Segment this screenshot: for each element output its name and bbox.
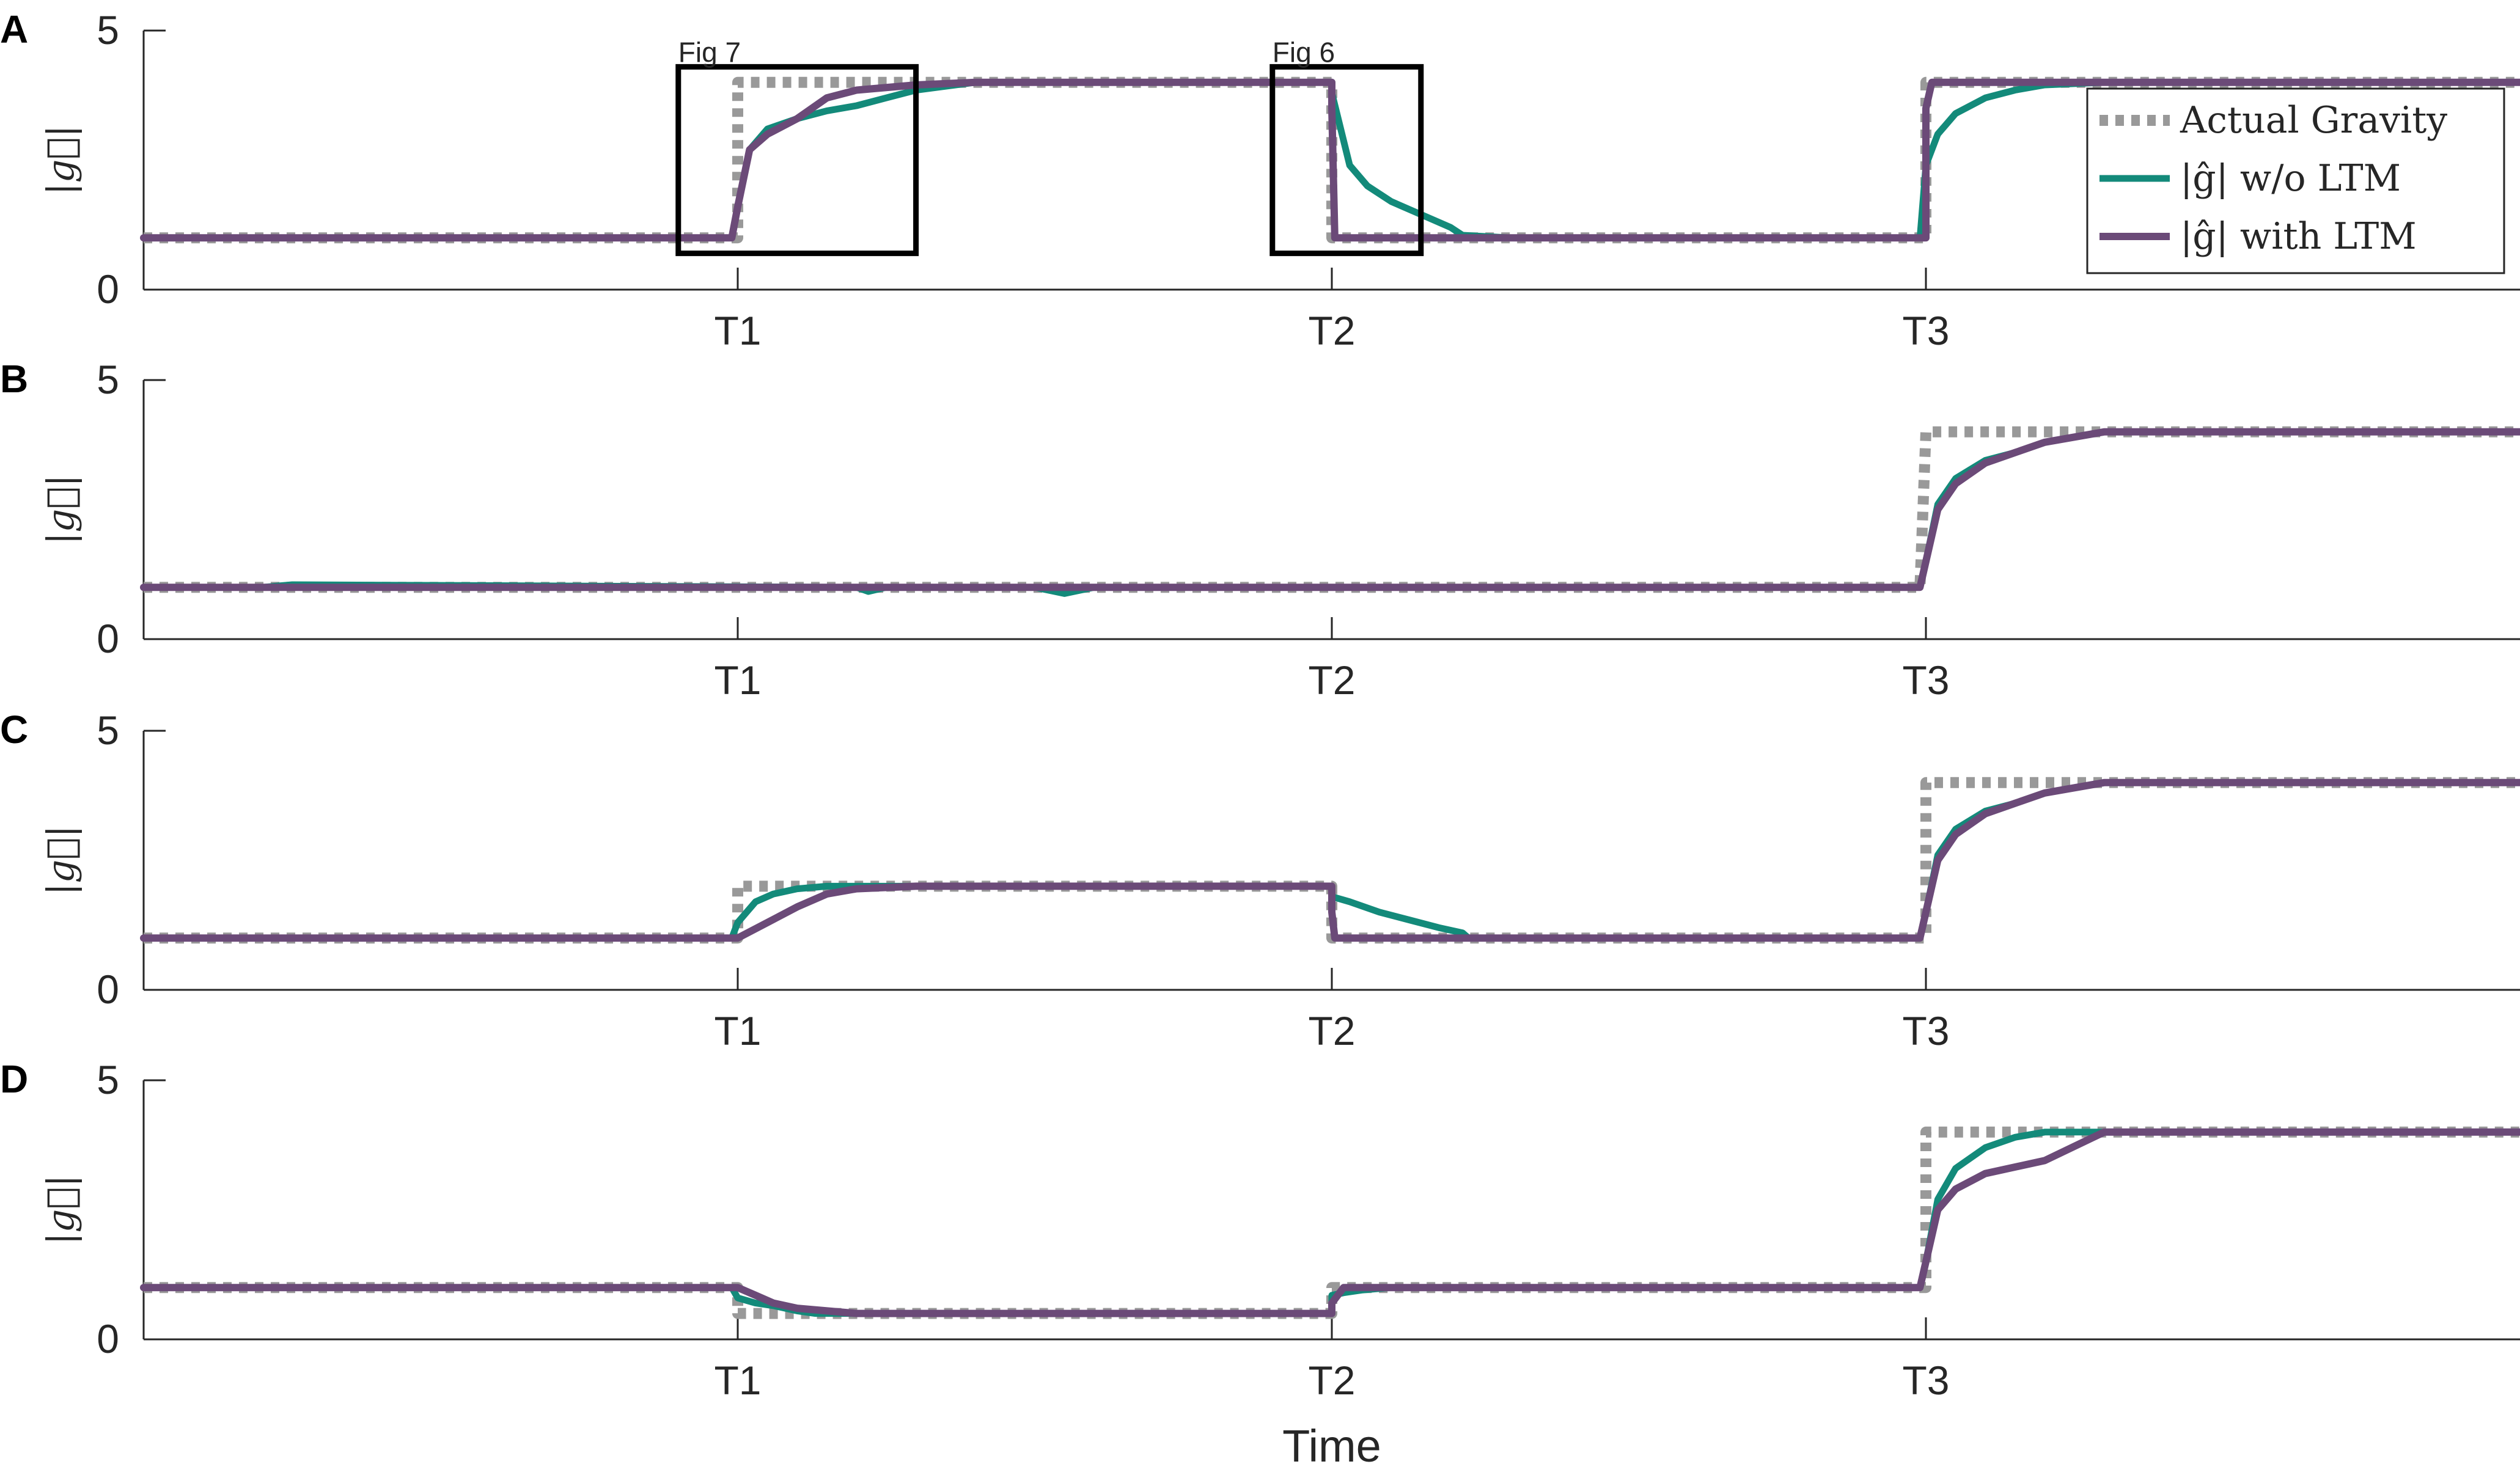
x-tick-label: T3	[1902, 1358, 1949, 1403]
annotation-box	[1269, 64, 1424, 257]
annotation-box	[675, 64, 919, 257]
y-tick-label: 0	[97, 967, 119, 1012]
panel-d: D 0 5 T1 T2 T3 |g⃗| Time	[0, 1057, 2520, 1464]
annotation-label: Fig 7	[678, 36, 741, 68]
legend-label: |ĝ| w/o LTM	[2180, 157, 2401, 200]
legend: Actual Gravity |ĝ| w/o LTM |ĝ| with LTM	[2086, 87, 2505, 274]
x-tick-label: T1	[714, 1008, 761, 1053]
panel-a: A 0 5 T1 T2 T3 |g⃗| Fig 7 Fig 6	[0, 7, 2520, 353]
x-tick-label: T2	[1308, 1358, 1355, 1403]
panel-b: B 0 5 T1 T2 T3 |g⃗|	[0, 357, 2520, 703]
y-axis-label: |g⃗|	[40, 475, 83, 545]
y-axis-label: |g⃗|	[40, 825, 83, 896]
panel-c: C 0 5 T1 T2 T3 |g⃗|	[0, 708, 2520, 1053]
panel-letter: D	[0, 1057, 28, 1101]
x-tick-label: T2	[1308, 1008, 1355, 1053]
x-tick-label: T1	[714, 657, 761, 703]
x-tick-label: T1	[714, 308, 761, 353]
x-tick-label: T1	[714, 1358, 761, 1403]
panel-letter: C	[0, 708, 28, 752]
x-axis-label: Time	[1282, 1421, 1381, 1464]
legend-label: |ĝ| with LTM	[2180, 215, 2417, 258]
y-tick-label: 0	[97, 1316, 119, 1361]
panel-letter: B	[0, 357, 28, 401]
panel-letter: A	[0, 7, 28, 51]
series-line-with-ltm	[140, 778, 2520, 942]
y-tick-label: 0	[97, 616, 119, 661]
series-line-with-ltm	[140, 428, 2520, 591]
annotation-label: Fig 6	[1273, 36, 1335, 68]
y-tick-label: 5	[97, 357, 119, 402]
y-axis-label: |g⃗|	[40, 125, 83, 196]
y-tick-label: 5	[97, 708, 119, 753]
y-tick-label: 0	[97, 266, 119, 312]
y-axis-label: |g⃗|	[40, 1175, 83, 1245]
x-tick-label: T3	[1902, 1008, 1949, 1053]
series-line-with-ltm	[140, 1128, 2520, 1317]
y-tick-label: 5	[97, 1057, 119, 1102]
series-line-without-ltm	[140, 428, 2520, 597]
legend-label: Actual Gravity	[2180, 99, 2447, 142]
x-tick-label: T2	[1308, 308, 1355, 353]
y-tick-label: 5	[97, 7, 119, 53]
x-tick-label: T2	[1308, 657, 1355, 703]
series-line-actual	[144, 426, 2520, 593]
x-tick-label: T3	[1902, 657, 1949, 703]
x-tick-label: T3	[1902, 308, 1949, 353]
